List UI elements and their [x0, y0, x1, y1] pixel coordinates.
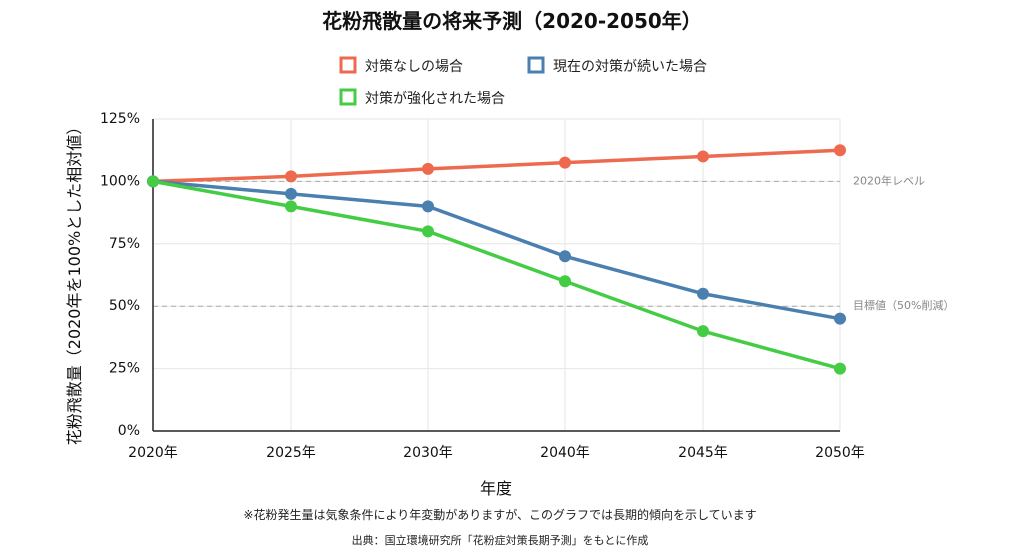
legend-item-no-measures[interactable]: 対策なしの場合 [339, 56, 463, 75]
legend-label-enhanced-measures: 対策が強化された場合 [365, 90, 505, 107]
chart-title: 花粉飛散量の将来予測（2020-2050年） [322, 9, 702, 33]
y-tick-label: 50% [109, 298, 140, 314]
legend-swatch-enhanced-measures [339, 88, 357, 106]
y-tick-label: 0% [118, 423, 140, 439]
data-point-no-measures[interactable] [285, 170, 297, 183]
series-line-no-measures [152, 148, 841, 184]
data-point-no-measures[interactable] [422, 162, 434, 175]
series-line-enhanced-measures [152, 179, 841, 371]
series-no-measures [147, 144, 846, 188]
legend-item-current-measures[interactable]: 現在の対策が続いた場合 [527, 56, 707, 75]
legend-label-no-measures: 対策なしの場合 [365, 58, 463, 75]
y-tick-labels: 0% 25% 50% 75% 100% 125% [100, 111, 140, 439]
data-point-enhanced-measures[interactable] [285, 200, 297, 213]
legend-item-enhanced-measures[interactable]: 対策が強化された場合 [339, 88, 505, 107]
data-point-enhanced-measures[interactable] [559, 275, 571, 288]
series [147, 144, 846, 375]
data-point-no-measures[interactable] [697, 150, 709, 163]
data-point-enhanced-measures[interactable] [422, 225, 434, 238]
data-point-enhanced-measures[interactable] [147, 175, 159, 188]
legend: 対策なしの場合 現在の対策が続いた場合 対策が強化された場合 [339, 56, 707, 107]
y-tick-label: 25% [109, 361, 140, 377]
footnote: ※花粉発生量は気象条件により年変動がありますが、このグラフでは長期的傾向を示して… [243, 507, 756, 522]
series-enhanced-measures [147, 175, 846, 375]
y-tick-label: 125% [100, 111, 140, 127]
data-point-current-measures[interactable] [559, 250, 571, 263]
data-point-no-measures[interactable] [834, 144, 846, 157]
data-point-current-measures[interactable] [422, 200, 434, 213]
reference-line-label: 目標値（50%削減） [853, 298, 954, 312]
data-point-no-measures[interactable] [559, 156, 571, 169]
x-tick-label: 2020年 [128, 445, 178, 461]
x-tick-label: 2040年 [540, 445, 590, 461]
y-tick-label: 75% [109, 236, 140, 252]
y-tick-label: 100% [100, 173, 140, 189]
x-tick-label: 2025年 [266, 445, 316, 461]
data-point-current-measures[interactable] [697, 287, 709, 300]
data-point-current-measures[interactable] [285, 187, 297, 200]
source-text: 出典：国立環境研究所「花粉症対策長期予測」をもとに作成 [352, 533, 649, 547]
data-point-current-measures[interactable] [834, 312, 846, 325]
reference-line-label: 2020年レベル [853, 173, 925, 187]
x-tick-label: 2050年 [815, 445, 865, 461]
x-tick-labels: 2020年 2025年 2030年 2040年 2045年 2050年 [128, 445, 865, 461]
legend-swatch-no-measures [339, 56, 357, 74]
legend-swatch-current-measures [527, 56, 545, 74]
legend-label-current-measures: 現在の対策が続いた場合 [553, 58, 707, 75]
x-axis-title: 年度 [480, 479, 512, 498]
y-axis-title: 花粉飛散量（2020年を100%とした相対値） [65, 119, 84, 445]
axes [152, 119, 840, 432]
data-point-enhanced-measures[interactable] [697, 325, 709, 338]
data-point-enhanced-measures[interactable] [834, 362, 846, 375]
x-tick-label: 2045年 [678, 445, 728, 461]
x-tick-label: 2030年 [403, 445, 453, 461]
series-line-current-measures [152, 179, 841, 321]
